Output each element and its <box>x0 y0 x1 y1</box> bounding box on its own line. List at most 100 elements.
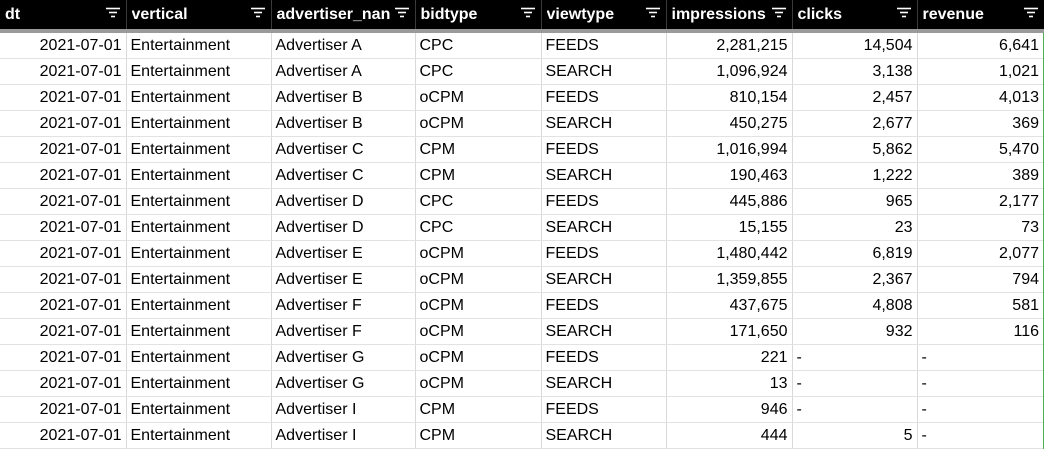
cell-bidtype[interactable]: oCPM <box>415 370 542 397</box>
cell-bidtype[interactable]: oCPM <box>415 318 542 345</box>
cell-viewtype[interactable]: SEARCH <box>541 58 667 85</box>
cell-advertiser-nan[interactable]: Advertiser I <box>271 396 416 423</box>
cell-clicks[interactable]: - <box>792 370 918 397</box>
cell-vertical[interactable]: Entertainment <box>126 31 272 59</box>
cell-impressions[interactable]: 946 <box>666 396 793 423</box>
cell-dt[interactable]: 2021-07-01 <box>0 292 127 319</box>
cell-viewtype[interactable]: FEEDS <box>541 188 667 215</box>
cell-vertical[interactable]: Entertainment <box>126 58 272 85</box>
column-header-bidtype[interactable]: bidtype <box>415 0 542 33</box>
cell-revenue[interactable]: 2,077 <box>917 240 1044 267</box>
cell-dt[interactable]: 2021-07-01 <box>0 136 127 163</box>
cell-bidtype[interactable]: oCPM <box>415 240 542 267</box>
cell-clicks[interactable]: 1,222 <box>792 162 918 189</box>
column-header-viewtype[interactable]: viewtype <box>541 0 667 33</box>
cell-impressions[interactable]: 1,096,924 <box>666 58 793 85</box>
cell-impressions[interactable]: 437,675 <box>666 292 793 319</box>
cell-bidtype[interactable]: CPM <box>415 136 542 163</box>
cell-revenue[interactable]: 581 <box>917 292 1044 319</box>
filter-icon[interactable] <box>105 7 120 19</box>
cell-advertiser-nan[interactable]: Advertiser B <box>271 110 416 137</box>
cell-viewtype[interactable]: FEEDS <box>541 136 667 163</box>
column-header-vertical[interactable]: vertical <box>126 0 272 33</box>
cell-advertiser-nan[interactable]: Advertiser C <box>271 136 416 163</box>
cell-dt[interactable]: 2021-07-01 <box>0 188 127 215</box>
cell-revenue[interactable]: 794 <box>917 266 1044 293</box>
cell-advertiser-nan[interactable]: Advertiser G <box>271 344 416 371</box>
cell-viewtype[interactable]: FEEDS <box>541 240 667 267</box>
cell-advertiser-nan[interactable]: Advertiser F <box>271 292 416 319</box>
cell-revenue[interactable]: 1,021 <box>917 58 1044 85</box>
cell-impressions[interactable]: 171,650 <box>666 318 793 345</box>
cell-impressions[interactable]: 450,275 <box>666 110 793 137</box>
cell-vertical[interactable]: Entertainment <box>126 318 272 345</box>
cell-impressions[interactable]: 15,155 <box>666 214 793 241</box>
cell-vertical[interactable]: Entertainment <box>126 396 272 423</box>
cell-impressions[interactable]: 190,463 <box>666 162 793 189</box>
cell-vertical[interactable]: Entertainment <box>126 266 272 293</box>
cell-vertical[interactable]: Entertainment <box>126 344 272 371</box>
cell-viewtype[interactable]: SEARCH <box>541 266 667 293</box>
cell-bidtype[interactable]: CPM <box>415 422 542 449</box>
cell-clicks[interactable]: 14,504 <box>792 31 918 59</box>
cell-dt[interactable]: 2021-07-01 <box>0 214 127 241</box>
cell-clicks[interactable]: 23 <box>792 214 918 241</box>
cell-impressions[interactable]: 810,154 <box>666 84 793 111</box>
cell-clicks[interactable]: 5,862 <box>792 136 918 163</box>
cell-revenue[interactable]: 116 <box>917 318 1044 345</box>
column-header-advertiser-nan[interactable]: advertiser_nan <box>271 0 416 33</box>
cell-advertiser-nan[interactable]: Advertiser C <box>271 162 416 189</box>
cell-advertiser-nan[interactable]: Advertiser A <box>271 58 416 85</box>
cell-viewtype[interactable]: SEARCH <box>541 370 667 397</box>
cell-viewtype[interactable]: FEEDS <box>541 396 667 423</box>
cell-viewtype[interactable]: SEARCH <box>541 162 667 189</box>
cell-vertical[interactable]: Entertainment <box>126 422 272 449</box>
column-header-revenue[interactable]: revenue <box>917 0 1044 33</box>
filter-icon[interactable] <box>896 7 911 19</box>
cell-vertical[interactable]: Entertainment <box>126 240 272 267</box>
cell-clicks[interactable]: 2,457 <box>792 84 918 111</box>
cell-dt[interactable]: 2021-07-01 <box>0 266 127 293</box>
cell-vertical[interactable]: Entertainment <box>126 84 272 111</box>
cell-clicks[interactable]: 3,138 <box>792 58 918 85</box>
cell-bidtype[interactable]: CPC <box>415 188 542 215</box>
cell-viewtype[interactable]: SEARCH <box>541 110 667 137</box>
cell-bidtype[interactable]: CPM <box>415 396 542 423</box>
cell-viewtype[interactable]: FEEDS <box>541 292 667 319</box>
cell-dt[interactable]: 2021-07-01 <box>0 344 127 371</box>
cell-revenue[interactable]: 5,470 <box>917 136 1044 163</box>
cell-dt[interactable]: 2021-07-01 <box>0 240 127 267</box>
filter-icon[interactable] <box>520 7 535 19</box>
filter-icon[interactable] <box>1023 7 1038 19</box>
cell-clicks[interactable]: - <box>792 344 918 371</box>
cell-vertical[interactable]: Entertainment <box>126 188 272 215</box>
cell-impressions[interactable]: 1,480,442 <box>666 240 793 267</box>
column-header-dt[interactable]: dt <box>0 0 127 33</box>
cell-vertical[interactable]: Entertainment <box>126 370 272 397</box>
cell-bidtype[interactable]: oCPM <box>415 266 542 293</box>
cell-advertiser-nan[interactable]: Advertiser B <box>271 84 416 111</box>
cell-advertiser-nan[interactable]: Advertiser D <box>271 214 416 241</box>
cell-advertiser-nan[interactable]: Advertiser I <box>271 422 416 449</box>
cell-viewtype[interactable]: SEARCH <box>541 318 667 345</box>
cell-dt[interactable]: 2021-07-01 <box>0 396 127 423</box>
cell-vertical[interactable]: Entertainment <box>126 110 272 137</box>
cell-dt[interactable]: 2021-07-01 <box>0 162 127 189</box>
cell-dt[interactable]: 2021-07-01 <box>0 58 127 85</box>
cell-dt[interactable]: 2021-07-01 <box>0 31 127 59</box>
cell-bidtype[interactable]: CPC <box>415 58 542 85</box>
cell-viewtype[interactable]: FEEDS <box>541 344 667 371</box>
cell-revenue[interactable]: - <box>917 344 1044 371</box>
cell-dt[interactable]: 2021-07-01 <box>0 318 127 345</box>
filter-icon[interactable] <box>771 7 786 19</box>
filter-icon[interactable] <box>250 7 265 19</box>
cell-clicks[interactable]: 2,677 <box>792 110 918 137</box>
cell-impressions[interactable]: 444 <box>666 422 793 449</box>
cell-impressions[interactable]: 221 <box>666 344 793 371</box>
cell-revenue[interactable]: - <box>917 370 1044 397</box>
cell-bidtype[interactable]: CPM <box>415 162 542 189</box>
cell-bidtype[interactable]: oCPM <box>415 84 542 111</box>
cell-revenue[interactable]: 4,013 <box>917 84 1044 111</box>
cell-bidtype[interactable]: oCPM <box>415 110 542 137</box>
cell-advertiser-nan[interactable]: Advertiser F <box>271 318 416 345</box>
